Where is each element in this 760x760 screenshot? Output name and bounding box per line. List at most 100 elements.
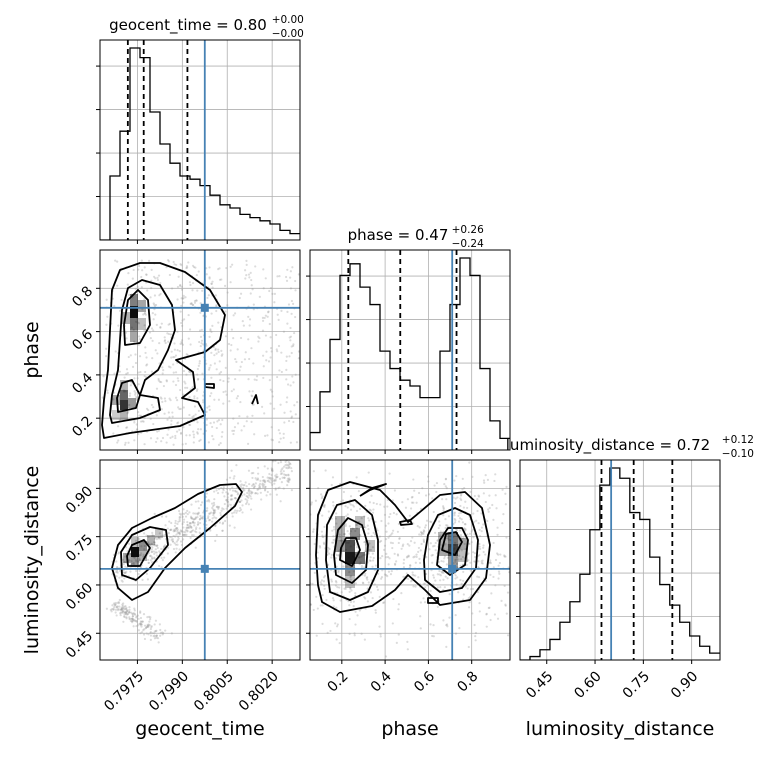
scatter-point (326, 631, 329, 634)
scatter-point (201, 517, 204, 520)
title-plus-error: +0.26 (452, 224, 484, 236)
scatter-point (323, 587, 326, 590)
scatter-point (247, 489, 251, 492)
scatter-point (289, 287, 293, 290)
scatter-point (125, 610, 129, 613)
scatter-point (284, 275, 288, 279)
scatter-point (427, 480, 430, 483)
scatter-point (125, 616, 128, 619)
density-panel-phase-luminosity_distance (303, 459, 511, 664)
scatter-point (354, 623, 357, 626)
scatter-point (136, 544, 139, 548)
scatter-point (410, 496, 413, 499)
scatter-point (138, 553, 141, 557)
scatter-point (133, 421, 136, 424)
scatter-point (314, 499, 318, 502)
scatter-point (290, 416, 293, 419)
scatter-point (160, 515, 164, 518)
scatter-point (492, 575, 495, 579)
scatter-point (170, 538, 173, 542)
scatter-point (213, 398, 216, 401)
scatter-point (106, 389, 109, 392)
scatter-point (106, 391, 109, 394)
scatter-point (323, 525, 326, 528)
scatter-point (230, 494, 234, 497)
scatter-point (183, 533, 186, 536)
scatter-point (156, 546, 159, 550)
scatter-point (194, 546, 197, 549)
scatter-point (477, 522, 480, 525)
truth-marker (200, 303, 209, 312)
scatter-point (342, 490, 346, 494)
scatter-point (275, 473, 278, 476)
scatter-point (197, 521, 200, 524)
scatter-point (261, 484, 265, 488)
scatter-point (226, 291, 229, 294)
scatter-point (143, 627, 146, 631)
scatter-point (252, 303, 255, 306)
scatter-point (294, 289, 297, 292)
scatter-point (267, 311, 270, 314)
scatter-point (149, 554, 152, 557)
scatter-point (198, 518, 201, 521)
hist-bar (290, 234, 300, 240)
scatter-point (226, 505, 229, 508)
scatter-point (471, 612, 474, 615)
scatter-point (303, 515, 305, 517)
scatter-point (352, 605, 355, 608)
scatter-point (119, 614, 122, 617)
scatter-point (159, 537, 162, 540)
scatter-point (179, 407, 182, 410)
scatter-point (125, 337, 128, 340)
scatter-point (358, 609, 361, 612)
scatter-point (197, 507, 201, 510)
scatter-point (196, 378, 200, 381)
scatter-point (354, 592, 357, 595)
scatter-point (496, 526, 499, 529)
hist-bar (210, 195, 220, 240)
scatter-point (190, 526, 193, 529)
scatter-point (225, 266, 228, 270)
scatter-point (342, 533, 346, 536)
scatter-point (134, 361, 138, 365)
scatter-point (105, 323, 108, 326)
scatter-point (503, 554, 506, 557)
scatter-point (114, 608, 118, 611)
scatter-point (192, 433, 195, 436)
scatter-point (175, 547, 178, 550)
scatter-point (207, 515, 210, 518)
scatter-point (372, 508, 375, 511)
scatter-point (397, 522, 400, 526)
scatter-point (165, 441, 168, 444)
scatter-point (190, 517, 194, 520)
scatter-point (275, 348, 278, 351)
scatter-point (432, 635, 435, 638)
scatter-point (137, 560, 140, 563)
scatter-point (212, 501, 216, 504)
scatter-point (268, 476, 271, 479)
density-cell (139, 541, 147, 551)
scatter-point (332, 599, 335, 602)
scatter-point (198, 531, 201, 534)
scatter-point (473, 494, 476, 498)
scatter-point (288, 355, 291, 358)
scatter-point (177, 520, 180, 523)
scatter-point (225, 478, 229, 481)
scatter-point (150, 561, 154, 564)
scatter-point (162, 384, 166, 388)
scatter-point (165, 379, 168, 382)
scatter-point (263, 316, 266, 320)
scatter-point (346, 529, 349, 533)
scatter-point (267, 360, 271, 363)
scatter-point (278, 441, 281, 444)
scatter-point (322, 576, 326, 579)
scatter-point (139, 632, 142, 635)
scatter-point (269, 287, 273, 290)
scatter-point (188, 524, 192, 527)
scatter-point (178, 531, 181, 534)
scatter-point (157, 379, 160, 382)
scatter-point (271, 390, 274, 393)
scatter-point (478, 601, 481, 605)
scatter-point (208, 276, 211, 279)
scatter-point (137, 383, 140, 386)
